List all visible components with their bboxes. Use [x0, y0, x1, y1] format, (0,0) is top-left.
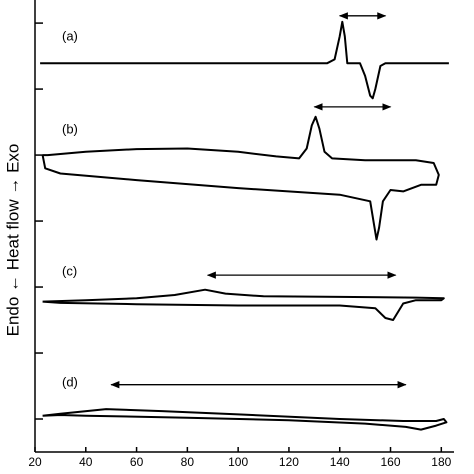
curve-label: (d): [62, 374, 78, 389]
x-tick-label: 60: [130, 455, 144, 469]
x-tick-label: 80: [181, 455, 195, 469]
curve: [40, 20, 449, 100]
curve: [42, 408, 448, 431]
curve-label: (c): [62, 263, 77, 278]
curve: [42, 288, 445, 321]
x-tick-label: 180: [431, 455, 451, 469]
curve: [41, 115, 440, 241]
x-tick-label: 20: [28, 455, 42, 469]
x-tick-label: 140: [330, 455, 350, 469]
curve-label: (a): [62, 28, 78, 43]
curve-label: (b): [62, 121, 78, 136]
y-axis-title: Endo ← Heat flow → Exo: [3, 144, 22, 337]
x-tick-label: 40: [79, 455, 93, 469]
x-tick-label: 120: [279, 455, 299, 469]
x-tick-label: 160: [380, 455, 400, 469]
x-tick-label: 100: [228, 455, 248, 469]
